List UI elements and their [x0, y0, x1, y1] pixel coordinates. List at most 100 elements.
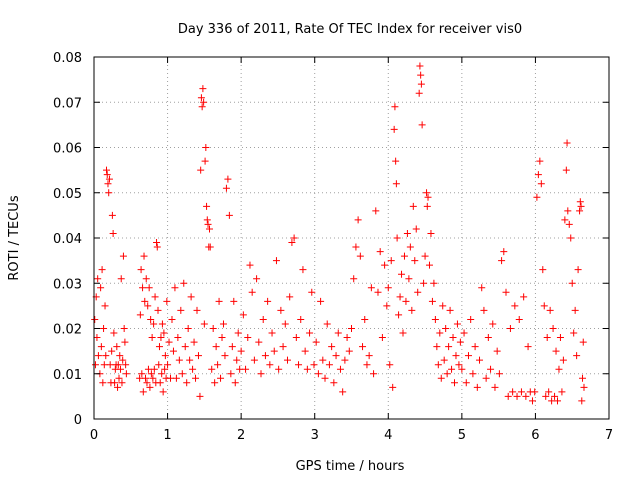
data-point — [312, 338, 320, 346]
data-point — [545, 388, 553, 396]
data-point — [451, 379, 458, 387]
data-point — [398, 270, 406, 278]
data-point — [196, 392, 204, 400]
data-point — [392, 157, 400, 165]
data-point — [248, 288, 256, 296]
data-point — [119, 252, 127, 260]
data-point — [197, 166, 205, 174]
data-point — [111, 379, 119, 387]
data-point — [244, 334, 252, 342]
data-point — [110, 329, 118, 337]
data-point — [409, 202, 417, 210]
data-point — [460, 329, 468, 337]
data-point — [290, 234, 298, 242]
data-point — [148, 334, 156, 342]
data-point — [145, 284, 153, 292]
y-tick-label: 0.05 — [53, 187, 82, 202]
data-point — [286, 293, 294, 301]
data-point — [261, 352, 269, 360]
y-tick-label: 0 — [74, 413, 82, 428]
data-point — [181, 343, 189, 351]
data-point — [160, 329, 168, 337]
data-point — [563, 139, 571, 147]
data-point — [504, 392, 512, 400]
data-point — [194, 352, 202, 360]
data-point — [352, 243, 360, 251]
data-point — [155, 361, 163, 369]
data-point — [147, 315, 155, 323]
data-point — [334, 329, 342, 337]
data-point — [310, 361, 318, 369]
data-point — [558, 388, 566, 396]
data-point — [155, 343, 163, 351]
data-point — [453, 320, 461, 328]
data-point — [577, 202, 585, 210]
data-point — [193, 306, 201, 314]
data-point — [343, 334, 351, 342]
data-point — [402, 297, 410, 305]
data-point — [571, 306, 579, 314]
data-point — [270, 347, 278, 355]
data-point — [381, 261, 389, 269]
data-point — [390, 125, 398, 133]
axis-ticks — [93, 56, 610, 420]
data-point — [250, 356, 258, 364]
data-point — [567, 234, 575, 242]
y-axis-label: ROTI / TECUs — [7, 195, 22, 280]
data-point — [295, 361, 303, 369]
data-point — [204, 220, 212, 228]
data-point — [149, 374, 157, 382]
data-point — [491, 383, 499, 391]
data-point — [190, 338, 198, 346]
data-point — [177, 306, 185, 314]
data-point — [416, 62, 424, 70]
data-point — [106, 361, 114, 369]
data-point — [308, 288, 316, 296]
data-point — [197, 94, 205, 102]
data-point — [138, 370, 146, 378]
data-point — [436, 329, 444, 337]
data-point — [462, 379, 470, 387]
data-point — [403, 229, 411, 237]
data-point — [341, 356, 349, 364]
data-point — [417, 80, 425, 88]
data-point — [332, 352, 340, 360]
data-points — [91, 62, 588, 405]
data-point — [399, 329, 407, 337]
data-point — [579, 338, 587, 346]
data-point — [562, 166, 570, 174]
data-point — [498, 257, 506, 265]
data-point — [119, 356, 127, 364]
data-point — [114, 383, 122, 391]
data-point — [168, 315, 176, 323]
data-point — [206, 225, 214, 233]
data-point — [237, 347, 245, 355]
data-point — [221, 352, 229, 360]
data-point — [414, 288, 422, 296]
data-point — [257, 370, 265, 378]
data-point — [187, 293, 195, 301]
y-tick-label: 0.02 — [53, 323, 82, 338]
data-point — [555, 365, 563, 373]
data-point — [522, 392, 530, 400]
data-point — [94, 352, 102, 360]
data-point — [361, 315, 369, 323]
data-point — [524, 343, 532, 351]
data-point — [549, 325, 557, 332]
data-point — [222, 184, 230, 192]
data-point — [167, 374, 175, 382]
data-point — [356, 252, 364, 260]
data-point — [418, 121, 426, 129]
data-point — [209, 325, 217, 332]
data-point — [449, 334, 457, 342]
x-tick-label: 6 — [531, 428, 539, 443]
data-point — [272, 257, 280, 265]
data-point — [201, 157, 209, 165]
data-point — [136, 311, 144, 319]
data-point — [99, 379, 107, 387]
data-point — [511, 302, 519, 310]
data-point — [172, 374, 180, 382]
data-point — [536, 157, 544, 165]
data-point — [120, 325, 128, 332]
